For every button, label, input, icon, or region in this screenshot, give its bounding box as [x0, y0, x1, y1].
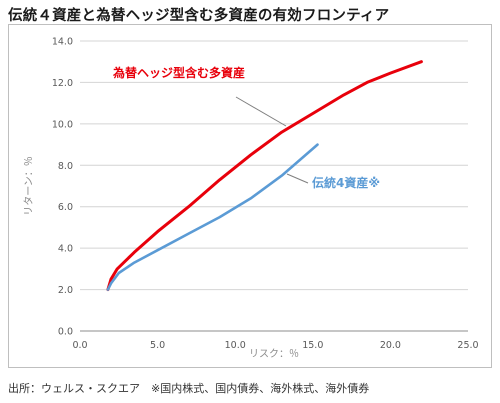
x-tick-label: 20.0: [380, 340, 401, 351]
series-label-leader: [235, 96, 287, 127]
page-title: 伝統４資産と為替ヘッジ型含む多資産の有効フロンティア: [8, 8, 390, 24]
y-tick-label: 4.0: [58, 244, 73, 255]
y-tick-label: 14.0: [52, 37, 73, 48]
grid-lines: [80, 40, 468, 332]
x-tick-label: 0.0: [72, 340, 87, 351]
series-label-0: 為替ヘッジ型含む多資産: [113, 65, 245, 80]
series-line-1: [106, 143, 319, 291]
x-tick-label: 25.0: [457, 340, 478, 351]
y-axis-title: リターン：％: [23, 156, 35, 216]
x-tick-label: 15.0: [302, 340, 323, 351]
x-tick-label: 10.0: [225, 340, 246, 351]
y-tick-label: 2.0: [58, 285, 73, 296]
axis-ticks: 0.0 2.0 4.0 6.0 8.0 10.0 12.0 14.0 0.0 5.0 10.0 15.…: [52, 37, 479, 352]
y-tick-label: 8.0: [58, 161, 73, 172]
chart-frame: [8, 24, 492, 368]
source-note: 出所：ウェルス・スクエア ※国内株式、国内債券、海外株式、海外債券: [8, 382, 370, 395]
frontier-chart: 0.0 2.0 4.0 6.0 8.0 10.0 12.0 14.0 0.0 5.0 10.0 15.…: [23, 37, 479, 361]
y-tick-label: 12.0: [52, 78, 73, 89]
y-tick-label: 6.0: [58, 202, 73, 213]
y-tick-label: 0.0: [58, 327, 73, 338]
y-tick-label: 10.0: [52, 119, 73, 130]
x-axis-title: リスク：％: [249, 348, 299, 360]
series-lines: [106, 60, 423, 292]
series-line-0: [106, 60, 423, 292]
x-tick-label: 5.0: [150, 340, 165, 351]
series-label-leader: [286, 173, 309, 184]
series-label-1: 伝統4資産※: [312, 175, 380, 190]
